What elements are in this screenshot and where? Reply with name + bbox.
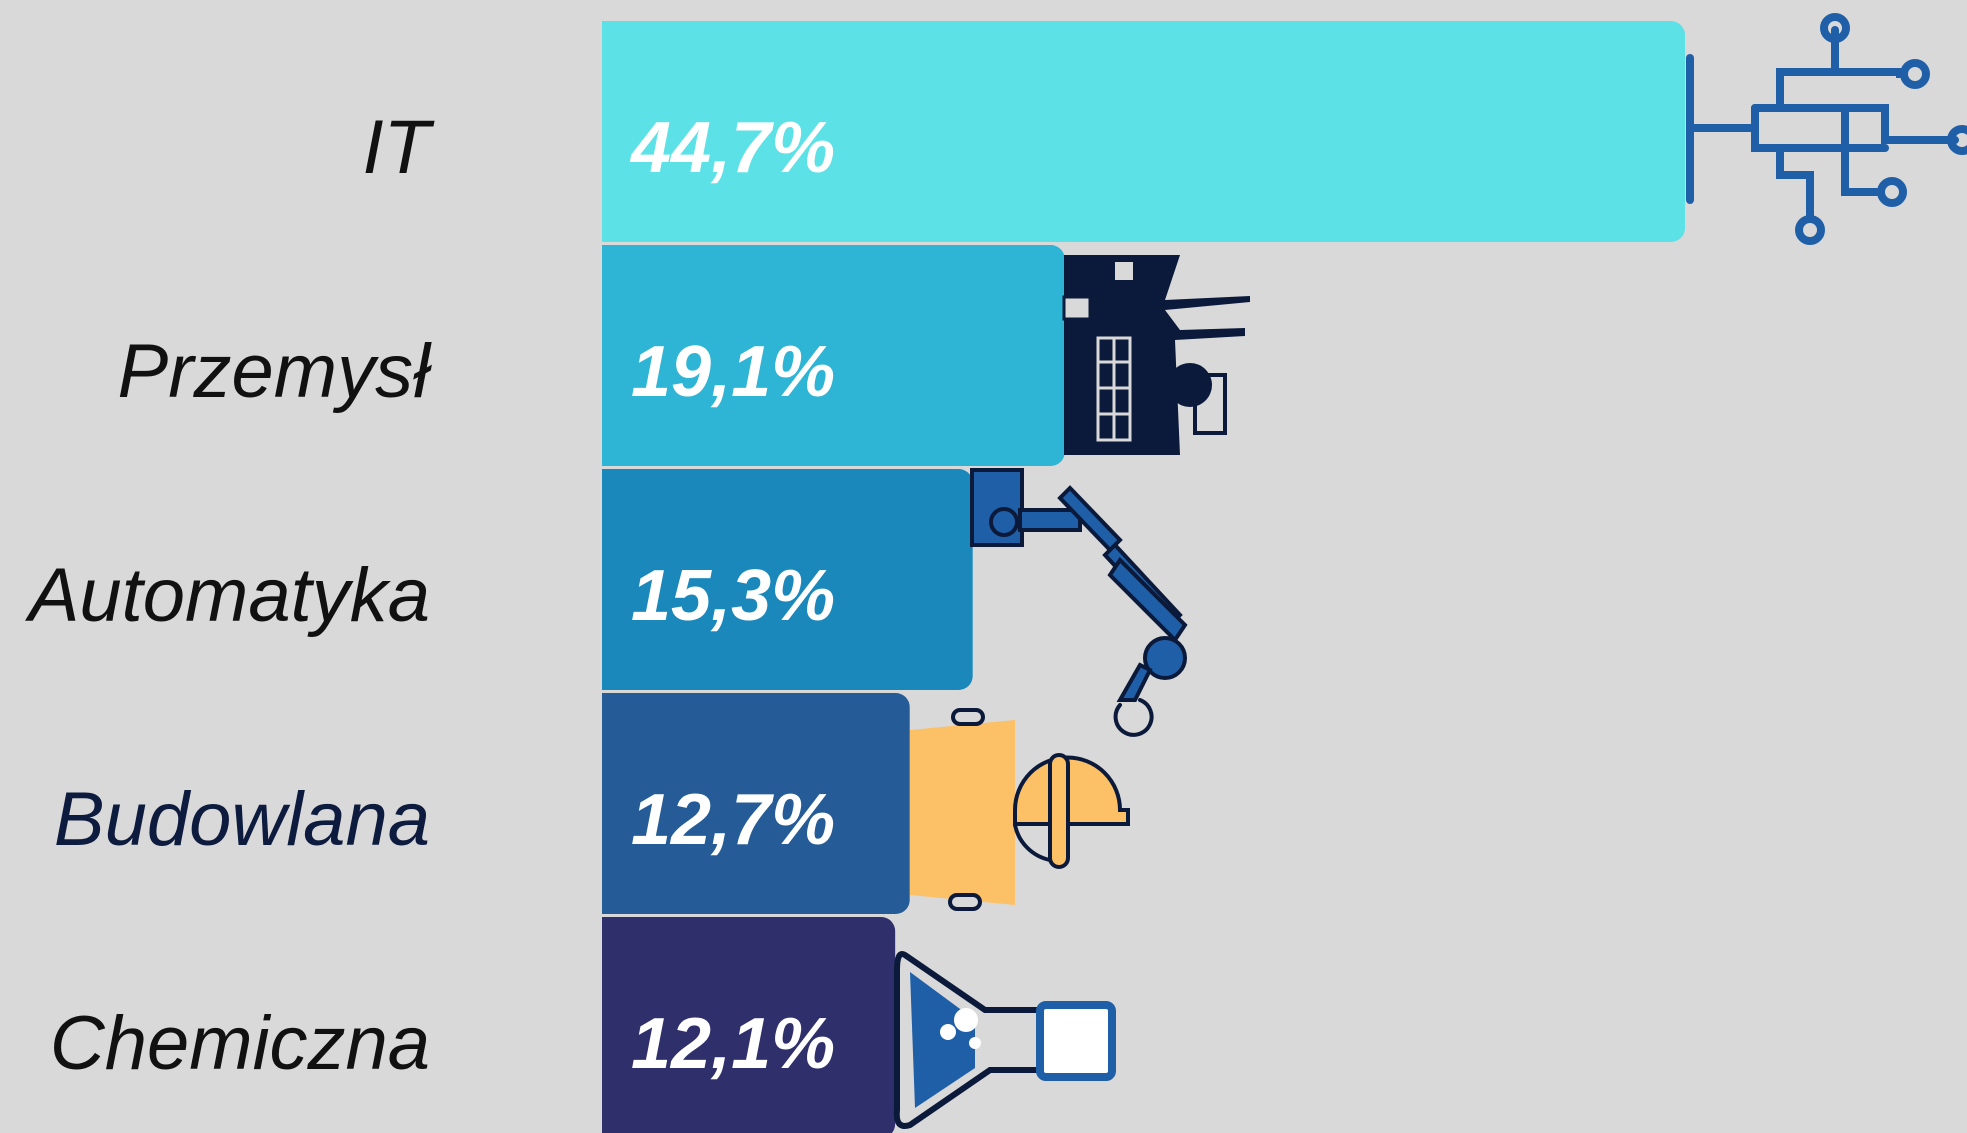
value-label: 15,3% bbox=[631, 556, 835, 636]
robot-icon bbox=[970, 468, 1188, 737]
value-label: 12,1% bbox=[631, 1004, 835, 1084]
value-label: 19,1% bbox=[631, 332, 835, 412]
helmet-icon bbox=[910, 708, 1130, 911]
category-label: Automatyka bbox=[25, 553, 430, 638]
bar bbox=[588, 245, 1065, 466]
bar bbox=[588, 21, 1685, 242]
bar bbox=[588, 917, 896, 1133]
category-label: IT bbox=[362, 105, 434, 190]
value-label: 44,7% bbox=[629, 108, 835, 188]
value-label: 12,7% bbox=[631, 780, 835, 860]
category-label: Budowlana bbox=[54, 777, 430, 862]
bar bbox=[588, 693, 910, 914]
flask-icon bbox=[893, 951, 1116, 1129]
bar bbox=[588, 469, 973, 690]
factory-icon bbox=[1062, 255, 1250, 455]
icons bbox=[893, 13, 1967, 1129]
category-label: Chemiczna bbox=[50, 1001, 430, 1086]
bar-mask bbox=[588, 0, 602, 1133]
circuit-icon bbox=[1686, 13, 1967, 245]
category-label: Przemysł bbox=[118, 329, 433, 414]
